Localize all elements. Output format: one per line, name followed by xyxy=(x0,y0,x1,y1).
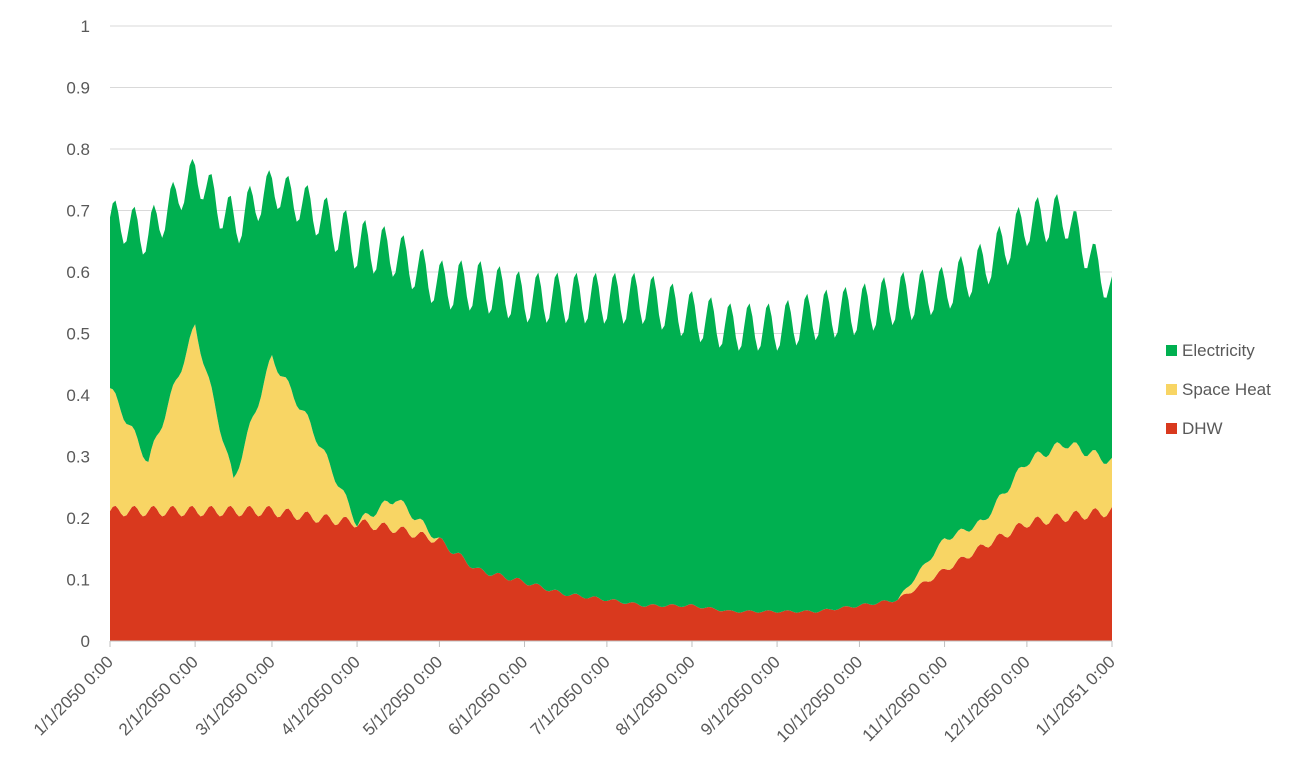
y-tick-label: 0.1 xyxy=(66,571,90,590)
legend-label: Space Heat xyxy=(1182,380,1271,399)
y-tick-label: 0.8 xyxy=(66,140,90,159)
y-tick-label: 0.9 xyxy=(66,79,90,98)
y-tick-label: 0.3 xyxy=(66,448,90,467)
x-axis: 1/1/2050 0:002/1/2050 0:003/1/2050 0:004… xyxy=(30,640,1119,746)
x-tick-label: 4/1/2050 0:00 xyxy=(277,652,364,739)
legend-swatch xyxy=(1166,345,1177,356)
x-tick-label: 12/1/2050 0:00 xyxy=(940,652,1034,746)
y-axis: 0 0.1 0.2 0.3 0.4 0.5 0.6 0.7 0.8 0.9 1 xyxy=(66,17,90,651)
y-tick-label: 0 xyxy=(81,632,90,651)
y-tick-label: 0.5 xyxy=(66,325,90,344)
x-tick-label: 6/1/2050 0:00 xyxy=(444,652,531,739)
x-tick-label: 11/1/2050 0:00 xyxy=(859,652,952,745)
y-tick-label: 0.4 xyxy=(66,386,90,405)
legend-label: Electricity xyxy=(1182,341,1255,360)
x-tick-label: 8/1/2050 0:00 xyxy=(612,652,699,739)
y-tick-label: 0.2 xyxy=(66,509,90,528)
x-tick-label: 10/1/2050 0:00 xyxy=(773,652,867,746)
x-tick-label: 1/1/2050 0:00 xyxy=(30,652,117,739)
x-tick-label: 2/1/2050 0:00 xyxy=(115,652,202,739)
x-tick-label: 5/1/2050 0:00 xyxy=(359,652,446,739)
x-tick-label: 1/1/2051 0:00 xyxy=(1032,652,1119,739)
x-tick-label: 9/1/2050 0:00 xyxy=(697,652,784,739)
legend-label: DHW xyxy=(1182,419,1223,438)
area-dhw xyxy=(110,505,1112,641)
legend-swatch xyxy=(1166,423,1177,434)
x-tick-label: 7/1/2050 0:00 xyxy=(527,652,614,739)
area-electricity xyxy=(110,158,1112,613)
y-tick-label: 0.6 xyxy=(66,263,90,282)
area-series xyxy=(110,158,1112,641)
x-tick-label: 3/1/2050 0:00 xyxy=(192,652,279,739)
y-tick-label: 0.7 xyxy=(66,202,90,221)
legend-swatch xyxy=(1166,384,1177,395)
area-space-heat xyxy=(110,324,1112,613)
y-tick-label: 1 xyxy=(81,17,90,36)
legend: Electricity Space Heat DHW xyxy=(1166,341,1271,438)
